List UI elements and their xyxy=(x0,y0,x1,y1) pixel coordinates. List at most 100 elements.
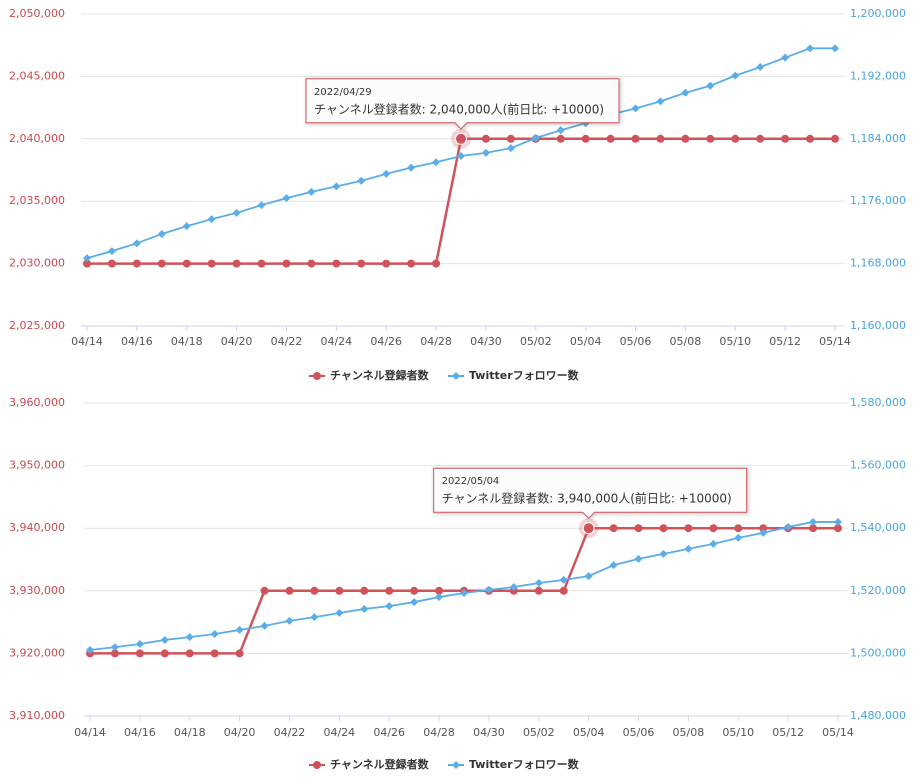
marker xyxy=(435,593,444,602)
marker xyxy=(335,609,344,618)
marker xyxy=(110,643,119,652)
x-tick-label: 04/20 xyxy=(224,726,256,739)
marker xyxy=(831,134,839,143)
y2-tick-label: 1,500,000 xyxy=(850,646,906,659)
marker xyxy=(659,549,668,558)
x-tick-label: 04/26 xyxy=(370,335,402,348)
marker xyxy=(107,247,116,256)
marker xyxy=(282,259,291,268)
x-tick-label: 05/08 xyxy=(673,726,705,739)
marker xyxy=(410,598,419,607)
tooltip-text: チャンネル登録者数: 3,940,000人(前日比: +10000) xyxy=(442,491,732,506)
marker xyxy=(407,259,416,268)
marker xyxy=(207,215,216,224)
marker xyxy=(709,539,718,548)
marker xyxy=(656,97,665,106)
marker xyxy=(135,649,144,658)
marker xyxy=(831,44,839,53)
marker xyxy=(83,254,91,263)
marker xyxy=(759,524,768,533)
marker xyxy=(407,163,416,172)
legend-label: Twitterフォロワー数 xyxy=(469,368,580,382)
x-tick-label: 04/28 xyxy=(420,335,452,348)
marker xyxy=(360,586,369,595)
marker xyxy=(809,524,818,533)
marker xyxy=(731,134,740,143)
marker xyxy=(110,649,119,658)
y2-tick-label: 1,160,000 xyxy=(850,319,906,332)
marker xyxy=(631,134,640,143)
tooltip-box xyxy=(305,78,620,130)
marker xyxy=(335,586,344,595)
marker xyxy=(282,194,291,203)
marker xyxy=(182,222,191,231)
y2-tick-label: 1,184,000 xyxy=(850,132,906,145)
x-tick-label: 05/04 xyxy=(573,726,605,739)
y2-tick-label: 1,560,000 xyxy=(850,459,906,472)
marker xyxy=(806,44,815,53)
marker xyxy=(634,524,643,533)
marker xyxy=(706,134,715,143)
marker xyxy=(534,586,543,595)
marker xyxy=(235,649,244,658)
marker xyxy=(606,134,615,143)
marker xyxy=(460,588,468,597)
y-tick-label: 2,045,000 xyxy=(9,69,65,82)
marker xyxy=(706,81,715,90)
x-tick-label: 05/06 xyxy=(620,335,652,348)
marker xyxy=(631,104,640,113)
marker xyxy=(609,524,618,533)
marker xyxy=(756,134,765,143)
x-tick-label: 04/24 xyxy=(320,335,352,348)
x-tick-label: 04/16 xyxy=(121,335,153,348)
marker xyxy=(506,134,515,143)
y2-tick-label: 1,176,000 xyxy=(850,194,906,207)
x-tick-label: 04/28 xyxy=(423,726,455,739)
x-tick-label: 04/30 xyxy=(473,726,505,739)
y-tick-label: 2,050,000 xyxy=(9,7,65,20)
marker xyxy=(531,134,540,143)
series-line xyxy=(89,521,838,651)
legend-marker xyxy=(452,372,460,380)
y2-tick-label: 1,480,000 xyxy=(850,709,906,722)
marker xyxy=(556,134,565,143)
marker xyxy=(484,585,493,594)
marker xyxy=(806,134,815,143)
marker xyxy=(481,148,490,157)
marker xyxy=(834,524,842,533)
x-tick-label: 04/18 xyxy=(171,335,203,348)
x-tick-label: 05/10 xyxy=(719,335,751,348)
x-tick-label: 04/14 xyxy=(71,335,103,348)
y2-tick-label: 1,580,000 xyxy=(850,396,906,409)
marker xyxy=(781,53,790,62)
x-tick-label: 04/22 xyxy=(274,726,306,739)
y2-tick-label: 1,192,000 xyxy=(850,69,906,82)
marker xyxy=(257,201,266,210)
marker xyxy=(584,572,593,581)
marker xyxy=(332,259,341,268)
marker xyxy=(382,259,391,268)
marker xyxy=(135,640,144,649)
tooltip-box xyxy=(433,467,748,519)
legend-marker xyxy=(313,372,321,380)
tooltip-text: チャンネル登録者数: 2,040,000人(前日比: +10000) xyxy=(314,101,604,116)
marker xyxy=(357,259,366,268)
marker xyxy=(83,259,91,268)
marker xyxy=(310,613,319,622)
y2-tick-label: 1,540,000 xyxy=(850,521,906,534)
marker xyxy=(210,629,219,638)
marker xyxy=(709,524,718,533)
marker xyxy=(232,208,241,217)
marker xyxy=(659,524,668,533)
marker xyxy=(185,633,194,642)
x-tick-label: 05/02 xyxy=(520,335,552,348)
x-tick-label: 05/14 xyxy=(822,726,854,739)
marker xyxy=(656,134,665,143)
legend-label: Twitterフォロワー数 xyxy=(469,757,580,771)
hover-point xyxy=(455,132,467,145)
x-tick-label: 04/24 xyxy=(323,726,355,739)
marker xyxy=(235,625,244,634)
x-tick-label: 04/16 xyxy=(124,726,156,739)
y-tick-label: 2,025,000 xyxy=(9,319,65,332)
